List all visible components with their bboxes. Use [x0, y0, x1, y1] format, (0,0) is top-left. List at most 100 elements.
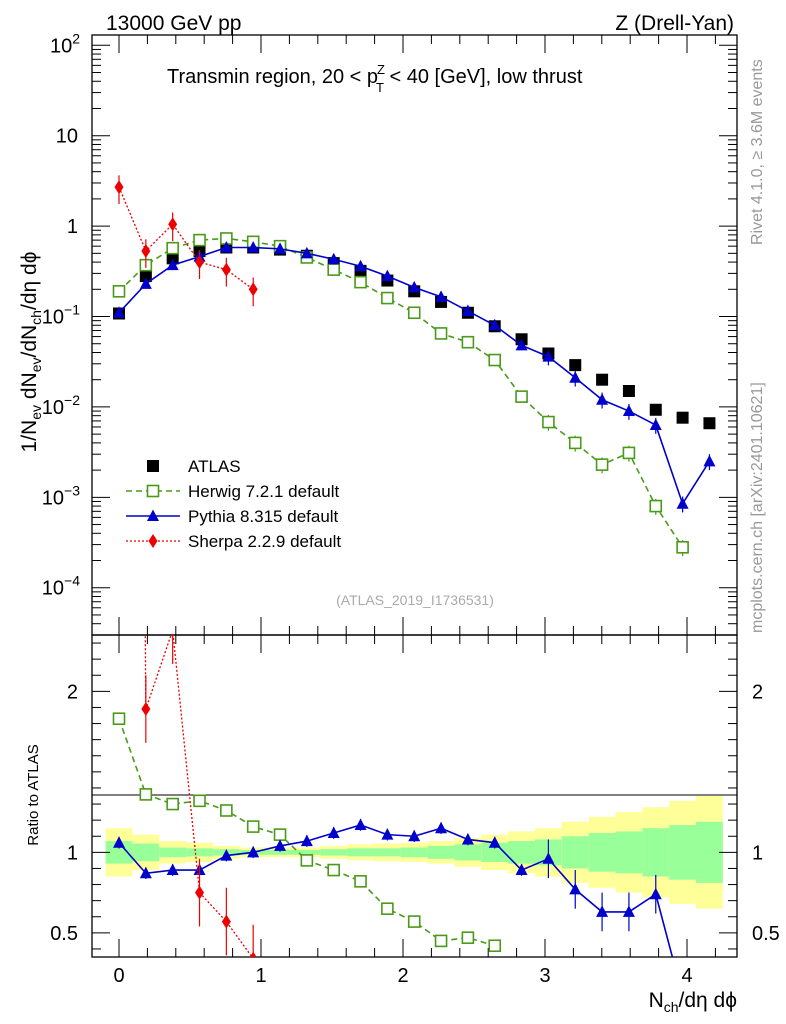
herwig-point [166, 797, 179, 811]
svg-text:1/Nev dNev/dNch/dη dϕ: 1/Nev dNev/dNch/dη dϕ [18, 252, 44, 453]
pythia-point [166, 258, 179, 271]
legend-label: Pythia 8.315 default [188, 507, 339, 526]
pythia-point [139, 277, 152, 289]
pythia-point [139, 866, 152, 879]
pythia-point [113, 836, 125, 848]
herwig-point [542, 415, 555, 429]
pythia-point [354, 818, 367, 830]
y-tick-label: 102 [50, 30, 80, 57]
main-axis-ticks: 102 10 1 10−1 10−2 10−3 10−4 [42, 30, 737, 636]
herwig-point [246, 820, 260, 833]
herwig-point [354, 875, 367, 888]
herwig-point [193, 794, 206, 808]
herwig-point [676, 541, 689, 554]
pythia-point [596, 905, 609, 917]
sherpa-point [249, 951, 257, 957]
pythia-point [381, 828, 394, 840]
panel-series [112, 175, 716, 557]
herwig-point [193, 233, 206, 247]
energy-label: 13000 GeV pp [106, 12, 241, 35]
herwig-point [112, 285, 126, 298]
sherpa-point [195, 885, 205, 900]
band-inner-bin [132, 843, 160, 862]
title-sub: T [376, 80, 384, 95]
herwig-point [273, 828, 287, 841]
y-tick-label: 10−1 [42, 302, 80, 329]
process-label: Z (Drell-Yan) [615, 12, 734, 35]
pythia-point [247, 240, 260, 253]
pythia-point [381, 269, 394, 282]
sherpa-point [141, 244, 151, 259]
pythia-point [703, 454, 716, 467]
pythia-point [542, 350, 555, 362]
band-inner-bin [454, 844, 482, 861]
herwig-point [461, 335, 475, 349]
pythia-point [300, 246, 313, 259]
band-inner-bin [561, 836, 589, 869]
herwig-point [139, 788, 153, 801]
panel-series [112, 635, 674, 957]
main-panel-title: Transmin region, 20 < pZ T < 40 [GeV], lo… [167, 62, 583, 95]
herwig-point [112, 712, 126, 726]
ratio-y-tick-label-right: 2 [752, 681, 763, 703]
ratio-y-tick-label-right: 0.5 [752, 923, 780, 945]
band-inner-bin [642, 828, 670, 877]
y-tick-label: 10−4 [42, 573, 80, 600]
sherpa-point [221, 914, 231, 929]
herwig-point [488, 939, 502, 953]
rivet-version-label: Rivet 4.1.0, ≥ 3.6M events [749, 59, 766, 245]
band-inner-bin [400, 847, 428, 858]
pythia-point [569, 371, 582, 383]
herwig-point [434, 934, 448, 948]
herwig-point [488, 353, 502, 367]
sherpa-point [148, 534, 158, 548]
legend-label: ATLAS [188, 457, 241, 476]
herwig-point [595, 458, 609, 471]
y-tick-label: 1 [67, 216, 78, 238]
pythia-point [596, 393, 609, 405]
band-inner-bin [615, 831, 643, 874]
herwig-point [220, 804, 233, 817]
pythia-point [488, 318, 501, 331]
atlas-data-point [139, 270, 152, 283]
pythia-point [220, 849, 233, 861]
pythia-point [649, 418, 662, 431]
herwig-point [146, 484, 160, 498]
band-inner-bin [159, 847, 187, 858]
band-inner-bin [293, 849, 321, 855]
band-inner-bin [320, 849, 348, 856]
sherpa-point [195, 255, 205, 270]
herwig-point [381, 291, 394, 305]
pythia-point [569, 882, 582, 895]
x-tick-label: 2 [397, 965, 408, 987]
herwig-point [354, 275, 367, 289]
ratio-axis-ticks: 2 2 1 1 0.5 0.5 0 1 2 3 4 [50, 635, 780, 987]
pythia-point [274, 839, 287, 851]
herwig-point [622, 446, 636, 460]
x-tick-label: 3 [539, 965, 550, 987]
pythia-point [622, 404, 635, 417]
pythia-point [408, 280, 421, 293]
atlas-data-point [649, 403, 662, 416]
x-tick-label: 0 [113, 965, 124, 987]
sherpa-series-line [144, 635, 253, 957]
ratio-panel-frame [91, 634, 738, 958]
pythia-point [300, 834, 313, 847]
sherpa-point [248, 282, 258, 297]
pythia-series-line [118, 824, 674, 957]
ratio-uncertainty-band [105, 796, 723, 909]
pythia-point [461, 304, 474, 317]
mcplots-citation-label: mcplots.cern.ch [arXiv:2401.10621] [749, 382, 766, 633]
pythia-point [327, 252, 340, 265]
atlas-data-point [166, 252, 179, 265]
band-inner-bin [427, 845, 455, 859]
herwig-point [649, 499, 663, 513]
ratio-y-tick-label: 2 [67, 681, 78, 703]
pythia-point [354, 259, 367, 272]
herwig-series-line [118, 237, 684, 548]
herwig-point [327, 863, 341, 877]
pythia-point [461, 832, 474, 845]
sherpa-point [141, 702, 151, 717]
band-inner-bin [373, 848, 401, 857]
herwig-point [461, 931, 475, 944]
